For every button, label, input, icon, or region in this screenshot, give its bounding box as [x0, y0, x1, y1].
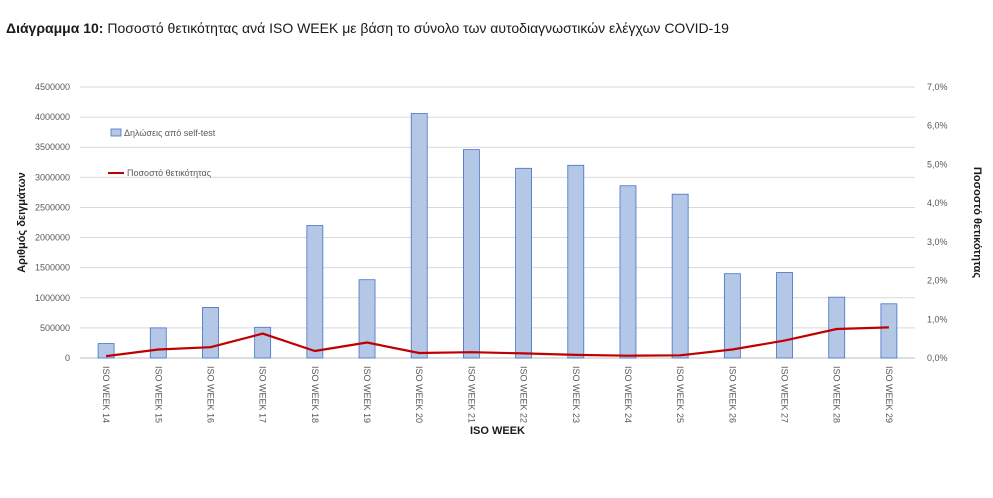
- bar: [254, 326, 272, 359]
- bar: [306, 225, 324, 359]
- y-tick-label: 1000000: [35, 293, 70, 303]
- y2-tick-label: 1,0%: [927, 314, 948, 324]
- x-tick-label: ISO WEEK 25: [675, 366, 685, 423]
- x-tick-label: ISO WEEK 20: [414, 366, 424, 423]
- y2-axis-title: Ποσοστό θετικότητας: [971, 167, 983, 278]
- bar: [619, 185, 637, 359]
- y2-tick-label: 5,0%: [927, 159, 948, 169]
- positivity-line: [105, 326, 889, 358]
- caption-label: Διάγραμμα 10:: [6, 20, 104, 36]
- line-series: [105, 326, 890, 358]
- bar-series: [97, 113, 898, 359]
- y2-tick-label: 0,0%: [927, 353, 948, 363]
- x-tick-label: ISO WEEK 27: [780, 366, 790, 423]
- positivity-chart: 0 500000 1000000 1500000 2000000 2500000 30000…: [16, 82, 983, 437]
- y-tick-label: 3000000: [35, 172, 70, 182]
- y-tick-label: 1500000: [35, 263, 70, 273]
- bar: [463, 149, 480, 359]
- y2-tick-label: 7,0%: [927, 82, 948, 92]
- y2-tick-label: 4,0%: [927, 198, 948, 208]
- x-tick-label: ISO WEEK 15: [153, 366, 163, 423]
- x-tick-label: ISO WEEK 17: [258, 366, 268, 423]
- x-tick-label: ISO WEEK 23: [571, 366, 581, 423]
- chart-frame: 0 500000 1000000 1500000 2000000 2500000 30000…: [0, 48, 993, 443]
- right-axis-ticks: 0,0% 1,0% 2,0% 3,0% 4,0% 5,0% 6,0% 7,0%: [927, 82, 948, 363]
- bar: [671, 193, 689, 359]
- legend-line-label: Ποσοστό θετικότητας: [127, 168, 212, 178]
- x-tick-label: ISO WEEK 29: [884, 366, 894, 423]
- x-tick-label: ISO WEEK 14: [101, 366, 111, 423]
- y-tick-label: 3500000: [35, 142, 70, 152]
- y-axis-title: Αριθμός δειγμάτων: [16, 172, 28, 273]
- x-axis-ticks: ISO WEEK 14 ISO WEEK 15 ISO WEEK 16 ISO WEE…: [101, 366, 894, 423]
- bar: [567, 164, 585, 359]
- bar: [358, 279, 376, 359]
- bar: [97, 343, 115, 359]
- y2-tick-label: 2,0%: [927, 276, 948, 286]
- gridlines: [80, 86, 915, 359]
- figure-caption: Διάγραμμα 10: Ποσοστό θετικότητας ανά IS…: [6, 20, 729, 36]
- legend-bar-swatch: [110, 128, 122, 137]
- bar: [515, 167, 532, 359]
- y-tick-label: 2500000: [35, 202, 70, 212]
- bar: [880, 303, 898, 359]
- legend-bar-label: Δηλώσεις από self-test: [124, 128, 216, 138]
- y-tick-label: 4500000: [35, 82, 70, 92]
- y-tick-label: 0: [65, 353, 70, 363]
- bar: [410, 113, 428, 359]
- x-tick-label: ISO WEEK 19: [362, 366, 372, 423]
- x-tick-label: ISO WEEK 16: [205, 366, 215, 423]
- bar: [149, 327, 167, 359]
- bar: [723, 273, 741, 359]
- x-tick-label: ISO WEEK 18: [310, 366, 320, 423]
- y2-tick-label: 6,0%: [927, 121, 948, 131]
- x-axis-title: ISO WEEK: [470, 425, 525, 437]
- x-tick-label: ISO WEEK 21: [466, 366, 476, 423]
- caption-text: Ποσοστό θετικότητας ανά ISO WEEK με βάση…: [107, 20, 729, 36]
- x-tick-label: ISO WEEK 22: [519, 366, 529, 423]
- left-axis-ticks: 0 500000 1000000 1500000 2000000 2500000 30000…: [35, 82, 70, 363]
- x-tick-label: ISO WEEK 28: [832, 366, 842, 423]
- y-tick-label: 4000000: [35, 112, 70, 122]
- y-tick-label: 2000000: [35, 233, 70, 243]
- y2-tick-label: 3,0%: [927, 237, 948, 247]
- x-tick-label: ISO WEEK 24: [623, 366, 633, 423]
- bar: [828, 296, 846, 359]
- bar: [776, 272, 793, 359]
- legend: Δηλώσεις από self-test Ποσοστό θετικότητα…: [108, 128, 216, 178]
- y-tick-label: 500000: [40, 323, 70, 333]
- bar: [202, 307, 219, 359]
- x-tick-label: ISO WEEK 26: [727, 366, 737, 423]
